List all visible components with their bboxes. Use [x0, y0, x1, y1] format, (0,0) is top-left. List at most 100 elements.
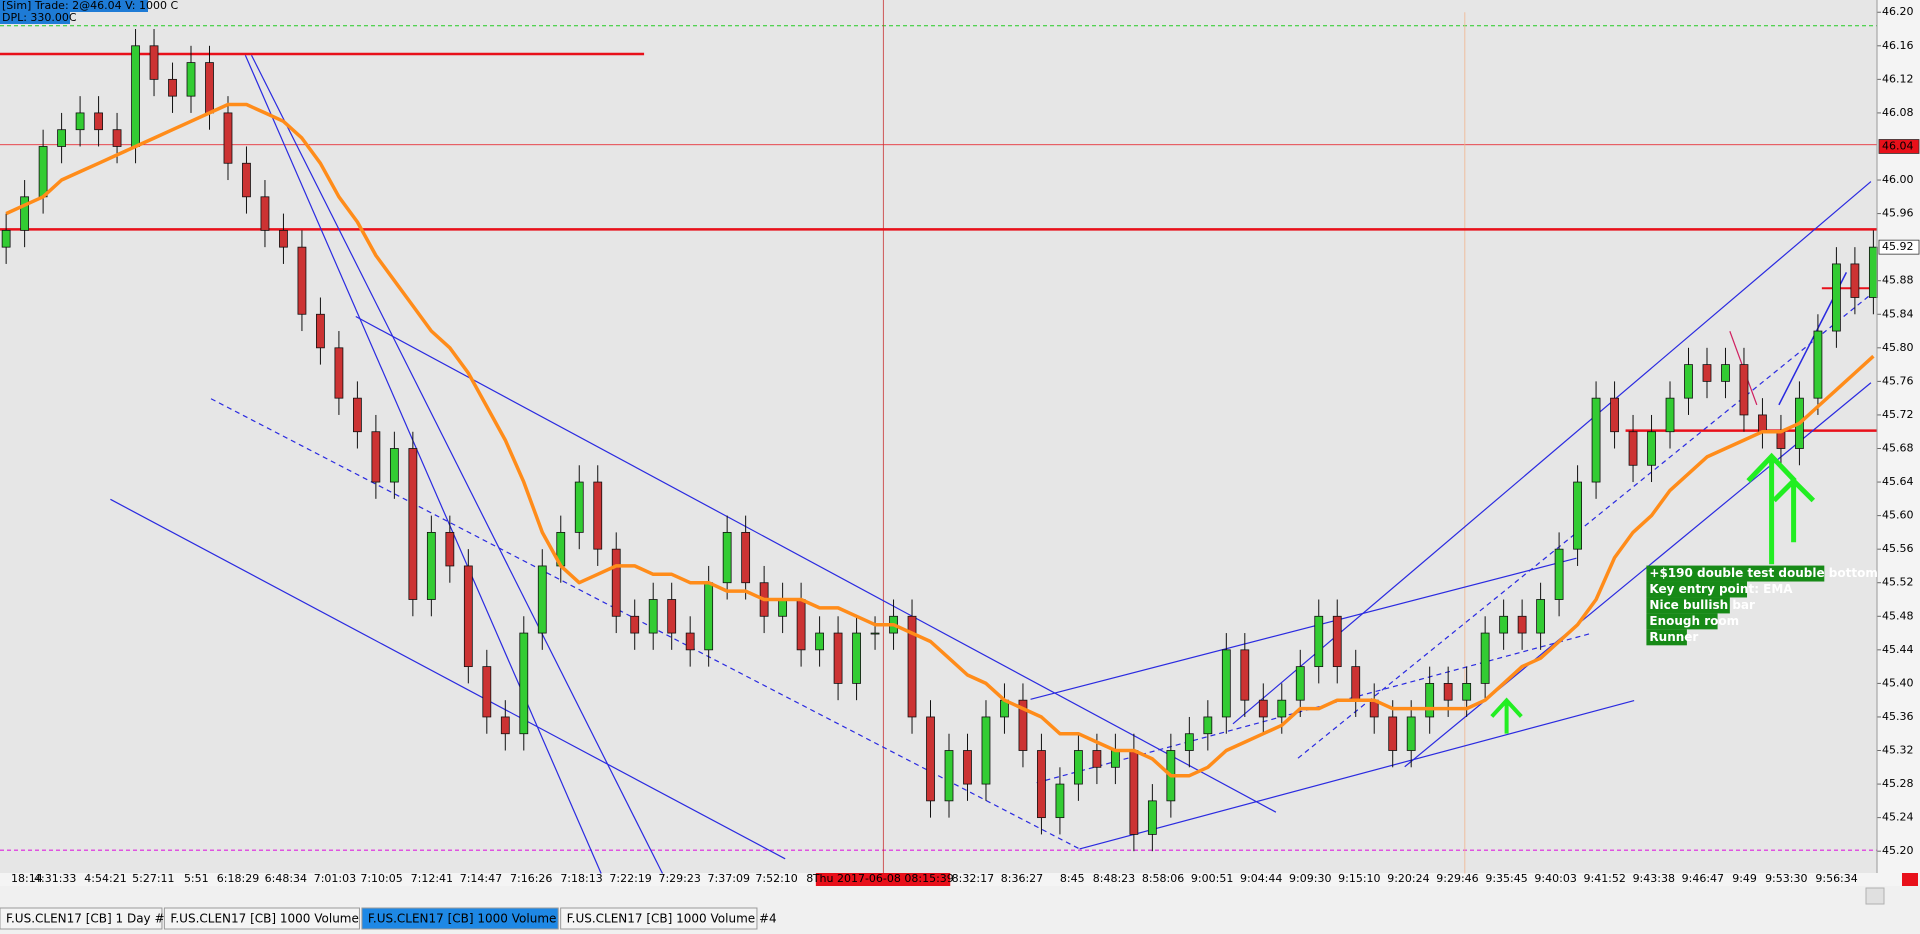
annotation-box: [1646, 597, 1730, 614]
candle-body: [574, 481, 584, 533]
x-tick-label: 7:22:19: [609, 872, 651, 885]
annotation-text: Nice bullish bar: [1649, 598, 1755, 612]
x-tick-label: 8:36:27: [1001, 872, 1043, 885]
candle-body: [1055, 783, 1065, 819]
y-tick-label: 45.72: [1882, 408, 1914, 421]
y-tick-label: 45.28: [1882, 777, 1914, 790]
tab[interactable]: [163, 907, 360, 930]
candle-body: [445, 531, 455, 567]
y-tick-label: 45.68: [1882, 441, 1914, 454]
x-tick-label: 9:20:24: [1387, 872, 1429, 885]
candle-body: [1074, 750, 1083, 785]
y-tick-label: 45.80: [1882, 341, 1914, 354]
candle-body: [1850, 263, 1860, 298]
x-tick-label: 9:43:38: [1633, 872, 1675, 885]
candle-body: [1702, 364, 1712, 382]
candle-body: [1758, 414, 1767, 433]
candle-body: [1554, 548, 1564, 600]
tab-label[interactable]: F.US.CLEN17 [CB] 1 Day #2: [6, 912, 172, 926]
candle-body: [1832, 263, 1841, 332]
candle-body: [722, 531, 732, 584]
candle-body: [1776, 431, 1786, 449]
crosshair-label: Thu 2017-06-08 08:15:39: [812, 872, 954, 885]
x-tick-label: 9:04:44: [1240, 872, 1282, 885]
channel-line: [1030, 557, 1577, 700]
scrollbar[interactable]: [0, 886, 1920, 908]
candle-body: [131, 45, 140, 147]
candle-body: [870, 632, 880, 635]
x-tick-label: 8:58:06: [1142, 872, 1184, 885]
candle-body: [1388, 716, 1398, 751]
tab[interactable]: [0, 907, 163, 930]
candle-body: [463, 565, 473, 668]
candle-body: [1314, 615, 1324, 668]
x-tick-label: 4:54:21: [84, 872, 126, 885]
candle-body: [630, 615, 640, 634]
tab-label[interactable]: F.US.CLEN17 [CB] 1000 Volume #1: [368, 912, 578, 926]
y-tick-label: 45.56: [1882, 542, 1914, 555]
candle-body: [685, 632, 695, 651]
annotation-text: Key entry point: EMA: [1649, 582, 1793, 596]
x-tick-label: 6:48:34: [265, 872, 307, 885]
candle-body: [1684, 364, 1693, 399]
candle-body: [1425, 682, 1435, 718]
x-tick-label: 9:35:45: [1485, 872, 1527, 885]
header-box: [0, 0, 148, 12]
x-tick-label: 7:52:10: [755, 872, 797, 885]
candle-body: [426, 531, 436, 600]
y-tick-label: 45.20: [1882, 844, 1914, 857]
candle-body: [75, 112, 85, 131]
plot-area: [0, 0, 1877, 873]
y-tick-label: 45.40: [1882, 676, 1914, 689]
annotation-text: Enough room: [1649, 614, 1739, 628]
tab-label[interactable]: F.US.CLEN17 [CB] 1000 Volume #4: [567, 912, 777, 926]
y-tick-label: 45.96: [1882, 207, 1914, 220]
price-marker: [1878, 139, 1920, 154]
candle-body: [1462, 682, 1472, 701]
scroll-thumb[interactable]: [1865, 887, 1885, 905]
candle-body: [500, 716, 510, 735]
candle-body: [981, 716, 991, 785]
x-tick-label: 7:29:23: [658, 872, 700, 885]
close-marker[interactable]: [1902, 873, 1918, 886]
x-tick-label: 9:41:52: [1583, 872, 1625, 885]
candle-body: [20, 196, 30, 231]
y-tick-label: 45.84: [1882, 307, 1914, 320]
candle-body: [704, 582, 714, 651]
x-tick-label: 7:01:03: [314, 872, 356, 885]
header-line: [Sim] Trade: 2@46.04 V: 1000 C: [2, 0, 178, 12]
candle-body: [963, 750, 972, 785]
candle-body: [778, 599, 788, 617]
tab[interactable]: [361, 907, 559, 930]
candle-body: [1517, 615, 1527, 634]
candle-body: [38, 146, 48, 198]
trend-line: [244, 54, 602, 874]
candle-body: [1868, 246, 1878, 298]
candle-body: [1610, 397, 1619, 433]
candle-body: [279, 229, 288, 248]
candle-body: [1, 229, 11, 248]
channel-line: [355, 315, 1277, 813]
candle-body: [482, 666, 492, 718]
candle-body: [519, 632, 529, 735]
candle-body: [1536, 599, 1546, 634]
x-tick-label: 7:14:47: [460, 872, 502, 885]
candle-body: [94, 112, 103, 131]
tab[interactable]: [560, 907, 758, 930]
candle-body: [1092, 750, 1102, 768]
tab-label[interactable]: F.US.CLEN17 [CB] 1000 Volume #3: [170, 912, 380, 926]
candle-body: [1110, 750, 1120, 768]
candle-body: [1628, 431, 1638, 466]
header-line: DPL: 330.00C: [2, 11, 77, 24]
candle-body: [352, 397, 362, 433]
candle-body: [833, 632, 843, 684]
x-tick-label: 7:16:26: [510, 872, 552, 885]
x-tick-label: 7:12:41: [411, 872, 453, 885]
x-tick-label: 4:31:33: [34, 872, 76, 885]
overlay: 46.20 46.16 46.12 46.08 46.00 45.96 45.88 45.84…: [11, 0, 1920, 886]
x-tick-label: 9:49: [1732, 872, 1757, 885]
candle-body: [408, 448, 418, 600]
candle-body: [1129, 750, 1139, 835]
candle-body: [242, 162, 251, 198]
